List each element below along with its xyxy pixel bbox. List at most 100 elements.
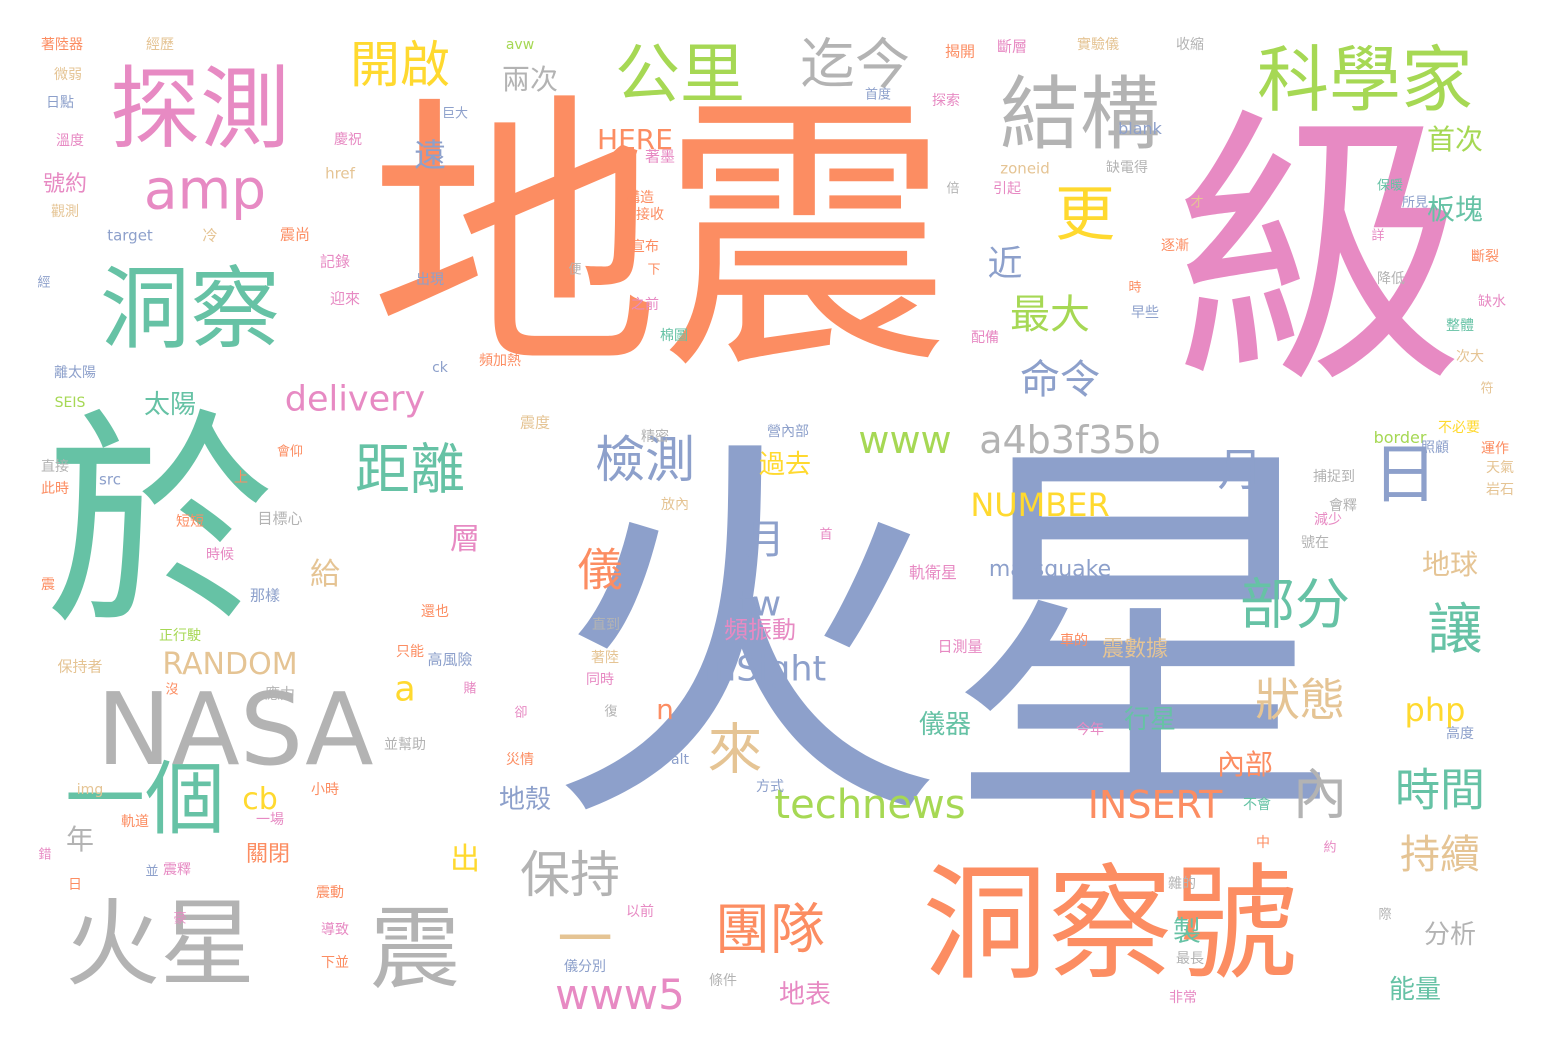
- word-0: 火星: [545, 407, 1345, 872]
- word-6: 洞察: [100, 257, 280, 362]
- word-143: 探索: [932, 93, 960, 109]
- word-171: 營內部: [767, 424, 809, 440]
- word-56: 號約: [42, 172, 88, 197]
- word-36: RANDOM: [162, 647, 298, 682]
- word-80: 目標心: [257, 509, 303, 528]
- word-176: 倍: [946, 181, 960, 197]
- word-24: 內: [1292, 762, 1348, 827]
- word-51: 兩次: [501, 63, 559, 96]
- word-73: 層: [450, 522, 480, 557]
- word-112: 之前: [631, 297, 659, 313]
- word-22: 月: [1217, 443, 1263, 497]
- word-93: ck: [432, 360, 448, 376]
- word-47: tw: [738, 584, 782, 625]
- word-85: blank: [1118, 119, 1162, 138]
- word-97: 溫度: [56, 133, 84, 149]
- word-74: 給: [310, 557, 340, 592]
- word-63: 內部: [1216, 748, 1274, 781]
- word-158: 照顧: [1421, 440, 1449, 456]
- word-12: 科學家: [1256, 38, 1474, 122]
- word-95: 觀測: [51, 204, 79, 220]
- word-84: border: [1373, 428, 1427, 447]
- word-178: 下: [647, 262, 661, 278]
- word-117: 短短: [176, 514, 204, 530]
- word-96: 日點: [46, 95, 74, 111]
- word-179: 時: [1128, 280, 1142, 296]
- word-98: 微弱: [54, 67, 82, 83]
- word-134: 條件: [709, 973, 737, 989]
- word-67: 能量: [1388, 975, 1442, 1005]
- word-137: 非常: [1169, 990, 1197, 1006]
- word-44: 近: [987, 244, 1023, 285]
- word-168: 不會: [1243, 797, 1271, 813]
- word-147: 保暖: [1376, 178, 1404, 194]
- word-186: 沒: [165, 682, 179, 698]
- word-133: 儀分別: [564, 959, 606, 975]
- word-81: 那樣: [249, 586, 281, 605]
- word-72: 關閉: [245, 842, 291, 867]
- word-39: delivery: [284, 379, 426, 420]
- word-100: 經歷: [146, 37, 174, 53]
- word-146: 引起: [993, 181, 1021, 197]
- word-65: 震數據: [1101, 637, 1169, 662]
- word-108: 著墨: [644, 147, 676, 166]
- word-89: src: [99, 470, 121, 489]
- word-123: 直到: [592, 617, 620, 633]
- word-169: 高度: [1446, 726, 1474, 742]
- word-111: 宣布: [631, 239, 659, 255]
- word-13: 公里: [614, 37, 746, 113]
- word-138: 雜的: [1168, 876, 1196, 892]
- word-193: 際: [1378, 907, 1392, 923]
- word-5: 探測: [110, 57, 290, 162]
- word-70: 年: [65, 823, 95, 856]
- word-183: 經: [37, 275, 51, 291]
- word-37: www: [858, 418, 952, 462]
- word-10: 一個: [65, 753, 225, 846]
- word-43: 最大: [1010, 292, 1090, 338]
- word-181: 才: [1190, 195, 1204, 211]
- word-163: 會釋: [1329, 498, 1357, 514]
- word-110: 接收: [636, 207, 664, 223]
- word-50: n: [656, 693, 674, 726]
- word-155: 整體: [1446, 318, 1474, 334]
- word-184: 震: [41, 577, 55, 593]
- word-104: 冷: [202, 226, 218, 245]
- word-92: alt: [671, 752, 689, 768]
- word-11: 結構: [1000, 68, 1160, 161]
- word-162: 捕捉到: [1313, 469, 1355, 485]
- word-21: 讓: [1427, 597, 1483, 662]
- word-118: 時候: [206, 547, 234, 563]
- word-53: 遠: [413, 136, 447, 174]
- word-102: 記錄: [319, 252, 351, 271]
- word-142: 收縮: [1176, 37, 1204, 53]
- word-41: php: [1404, 691, 1466, 729]
- word-109: 構造: [626, 190, 654, 206]
- word-130: 震動: [316, 885, 344, 901]
- word-175: 上: [234, 470, 248, 486]
- word-2: 級: [1175, 86, 1465, 423]
- word-18: 距離: [354, 437, 466, 502]
- word-78: 高風險: [427, 650, 473, 669]
- word-198: 符: [1480, 381, 1494, 397]
- word-57: 太陽: [143, 390, 197, 420]
- word-149: 逐漸: [1161, 238, 1189, 254]
- word-128: 軌道: [121, 814, 149, 830]
- word-17: 更: [1055, 180, 1115, 250]
- word-131: 導致: [321, 922, 349, 938]
- word-165: 號在: [1301, 535, 1329, 551]
- word-54: 首次: [1426, 123, 1484, 156]
- word-30: 來: [707, 717, 763, 782]
- word-25: 時間: [1394, 763, 1486, 817]
- word-151: 降低: [1377, 271, 1405, 287]
- word-79: 應力: [264, 684, 296, 703]
- word-116: 此時: [41, 481, 69, 497]
- word-42: 命令: [1020, 357, 1100, 403]
- word-4: 洞察號: [922, 852, 1298, 998]
- word-103: 迎來: [329, 289, 361, 308]
- word-46: 月: [745, 517, 785, 563]
- word-66: 分析: [1423, 920, 1477, 950]
- word-127: 一場: [256, 812, 284, 828]
- word-115: 直接: [41, 459, 69, 475]
- word-15: 開啟: [350, 36, 450, 94]
